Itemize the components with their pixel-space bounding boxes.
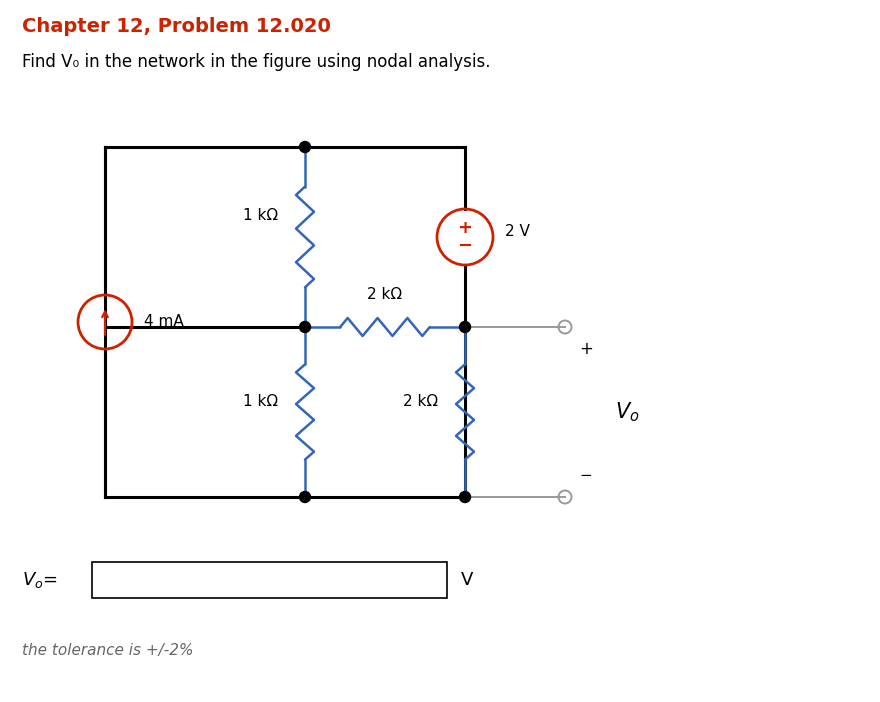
Circle shape — [299, 142, 311, 152]
Text: 2 kΩ: 2 kΩ — [403, 395, 438, 409]
Text: −: − — [458, 237, 473, 255]
Text: +: + — [458, 219, 473, 237]
Text: 2 V: 2 V — [505, 225, 530, 239]
Text: $V_o$: $V_o$ — [615, 400, 640, 424]
Text: 1 kΩ: 1 kΩ — [243, 395, 278, 409]
Text: 2 kΩ: 2 kΩ — [368, 287, 402, 302]
Circle shape — [459, 322, 471, 333]
Text: 1 kΩ: 1 kΩ — [243, 208, 278, 223]
Text: V: V — [461, 571, 473, 589]
Text: −: − — [579, 468, 591, 482]
Text: Chapter 12, Problem 12.020: Chapter 12, Problem 12.020 — [22, 18, 331, 37]
FancyBboxPatch shape — [92, 562, 447, 598]
Text: the tolerance is +/-2%: the tolerance is +/-2% — [22, 642, 194, 658]
Text: +: + — [579, 340, 593, 358]
Circle shape — [299, 322, 311, 333]
Circle shape — [299, 491, 311, 503]
Text: $V_o$=: $V_o$= — [22, 570, 58, 590]
Circle shape — [459, 491, 471, 503]
Text: Find V₀ in the network in the figure using nodal analysis.: Find V₀ in the network in the figure usi… — [22, 53, 490, 71]
Text: 4 mA: 4 mA — [144, 314, 184, 329]
